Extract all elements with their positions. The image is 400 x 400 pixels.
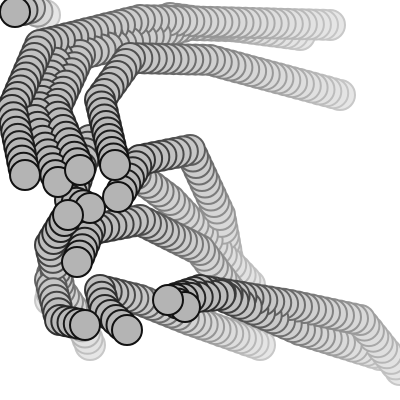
trail-head-circle bbox=[52, 199, 84, 231]
trail-head-circle bbox=[64, 154, 96, 186]
trail-head-circle bbox=[99, 149, 131, 181]
trail-head-circle bbox=[152, 284, 184, 316]
trail-head-circle bbox=[0, 0, 31, 28]
trail-head-circle bbox=[111, 314, 143, 346]
trail-head-circle bbox=[61, 246, 93, 278]
trails-group bbox=[0, 0, 400, 386]
trail-head-circle bbox=[9, 159, 41, 191]
trail-head-circle bbox=[102, 181, 134, 213]
trail-head-circle bbox=[69, 309, 101, 341]
